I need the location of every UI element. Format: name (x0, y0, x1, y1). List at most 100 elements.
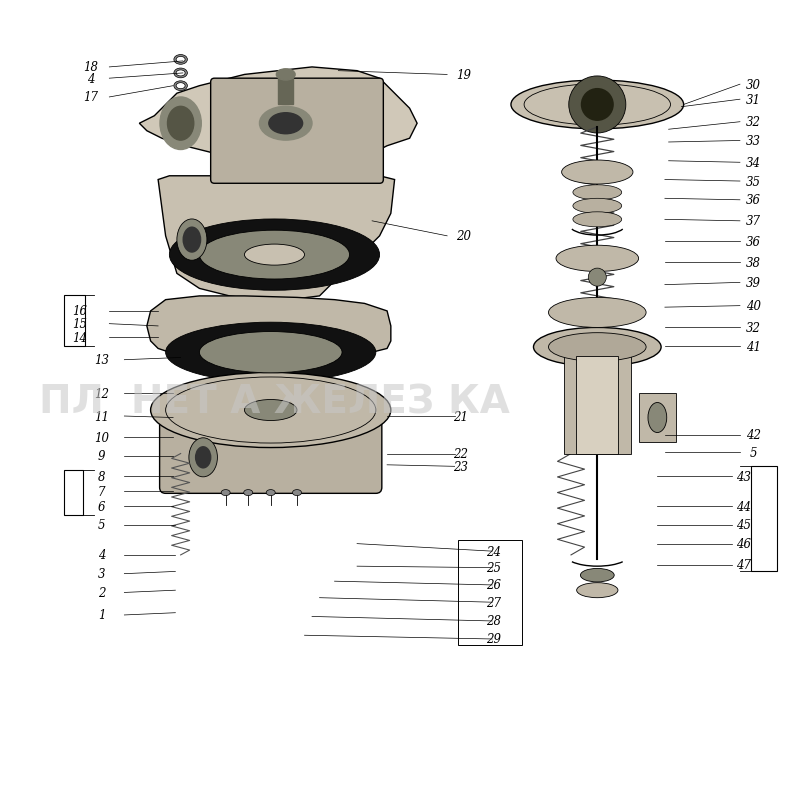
Ellipse shape (562, 161, 633, 185)
Text: 20: 20 (456, 230, 471, 243)
Circle shape (588, 269, 606, 287)
Ellipse shape (581, 569, 614, 582)
Ellipse shape (189, 438, 218, 477)
Bar (64, 471, 83, 516)
Text: 39: 39 (746, 276, 761, 290)
Polygon shape (139, 67, 417, 177)
Text: 35: 35 (746, 175, 761, 188)
Bar (638, 394, 676, 442)
Ellipse shape (195, 446, 211, 469)
Ellipse shape (549, 333, 646, 362)
Text: 5: 5 (98, 519, 106, 532)
Text: 13: 13 (94, 354, 110, 367)
Text: 33: 33 (746, 135, 761, 148)
Text: 23: 23 (453, 460, 468, 473)
Ellipse shape (276, 70, 295, 81)
Ellipse shape (167, 107, 194, 141)
Text: 27: 27 (486, 596, 501, 609)
Ellipse shape (176, 84, 185, 90)
FancyBboxPatch shape (160, 418, 382, 494)
Text: 28: 28 (486, 615, 501, 628)
Ellipse shape (174, 69, 187, 79)
Text: 24: 24 (486, 545, 501, 558)
Text: 3: 3 (98, 568, 106, 581)
Ellipse shape (549, 298, 646, 328)
Ellipse shape (221, 490, 230, 496)
Ellipse shape (174, 82, 187, 92)
Text: 47: 47 (736, 558, 751, 572)
Ellipse shape (293, 490, 302, 496)
Text: 4: 4 (98, 548, 106, 562)
Ellipse shape (199, 231, 350, 279)
Ellipse shape (556, 246, 638, 272)
Text: 34: 34 (746, 157, 761, 169)
Ellipse shape (573, 199, 622, 214)
Circle shape (581, 89, 614, 122)
Text: ПЛ  НЕТ А ЖЕЛЕЗ КА: ПЛ НЕТ А ЖЕЛЕЗ КА (39, 382, 510, 421)
Ellipse shape (160, 98, 202, 150)
Text: 11: 11 (94, 410, 110, 423)
Ellipse shape (199, 332, 342, 373)
Ellipse shape (166, 323, 376, 383)
Text: 18: 18 (83, 61, 98, 75)
Text: 32: 32 (746, 321, 761, 335)
Text: 30: 30 (746, 79, 761, 92)
Ellipse shape (269, 113, 302, 135)
Text: 10: 10 (94, 431, 110, 444)
Text: 46: 46 (736, 537, 751, 550)
Text: 45: 45 (736, 519, 751, 532)
Bar (458, 540, 522, 645)
Text: 8: 8 (98, 470, 106, 483)
Text: 5: 5 (750, 446, 758, 459)
Ellipse shape (176, 57, 185, 63)
Ellipse shape (150, 373, 391, 448)
Ellipse shape (577, 583, 618, 598)
Text: 40: 40 (746, 300, 761, 312)
Bar (563, 357, 631, 454)
Text: 17: 17 (83, 92, 98, 104)
Bar (278, 79, 294, 105)
Ellipse shape (511, 81, 684, 130)
Text: 36: 36 (746, 235, 761, 248)
Text: 7: 7 (98, 485, 106, 498)
Ellipse shape (174, 55, 187, 65)
Ellipse shape (170, 220, 379, 291)
Text: 26: 26 (486, 579, 501, 592)
Text: 36: 36 (746, 194, 761, 207)
Ellipse shape (573, 213, 622, 227)
Text: 2: 2 (98, 586, 106, 599)
Text: 42: 42 (746, 429, 761, 442)
Text: 4: 4 (86, 72, 94, 86)
Ellipse shape (245, 245, 305, 266)
Text: 9: 9 (98, 450, 106, 463)
Text: 22: 22 (453, 447, 468, 460)
Bar (751, 467, 778, 572)
Text: 21: 21 (453, 410, 468, 423)
Ellipse shape (176, 71, 185, 77)
Text: 6: 6 (98, 500, 106, 513)
Text: 1: 1 (98, 609, 106, 622)
Ellipse shape (182, 227, 202, 254)
Ellipse shape (245, 400, 297, 421)
Ellipse shape (244, 490, 253, 496)
Bar (576, 357, 618, 454)
Bar (64, 296, 86, 347)
Text: 16: 16 (72, 305, 86, 318)
Ellipse shape (573, 185, 622, 201)
Text: 32: 32 (746, 116, 761, 129)
Ellipse shape (648, 403, 666, 433)
Text: 19: 19 (456, 69, 471, 82)
Circle shape (569, 77, 626, 134)
Text: 15: 15 (72, 318, 86, 331)
Text: 31: 31 (746, 94, 761, 107)
Text: 41: 41 (746, 340, 761, 353)
Text: 37: 37 (746, 215, 761, 228)
Text: 43: 43 (736, 470, 751, 483)
Polygon shape (147, 296, 391, 358)
Text: 14: 14 (72, 332, 86, 344)
Text: 44: 44 (736, 500, 751, 513)
Ellipse shape (259, 107, 312, 141)
Text: 12: 12 (94, 388, 110, 401)
Text: 29: 29 (486, 633, 501, 646)
Ellipse shape (266, 490, 275, 496)
